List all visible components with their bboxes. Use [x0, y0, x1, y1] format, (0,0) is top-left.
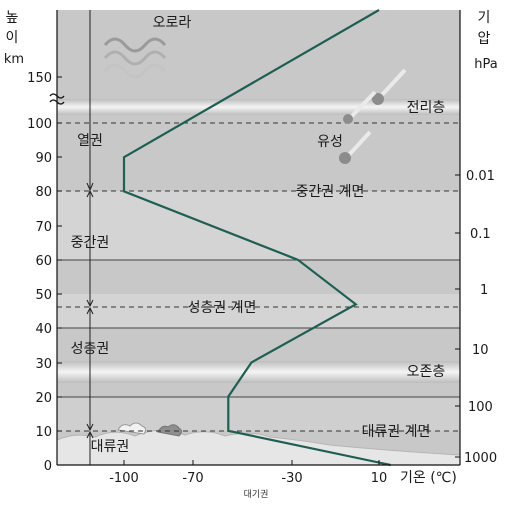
mesosphere-band [57, 191, 460, 260]
right-tick-label: 1000 [464, 451, 497, 466]
left-tick-label: 0 [44, 459, 52, 474]
layer-label-mesosphere: 중간권 [71, 235, 110, 251]
feature-label-meteor: 유성 [317, 134, 343, 150]
temperature-profile-line [122, 9, 391, 467]
aurora-illustration [103, 37, 167, 79]
left-tick-label: 40 [35, 322, 52, 337]
axis-break-symbol [49, 93, 65, 105]
left-tick-label: 150 [27, 71, 52, 86]
bottom-tick-label: -70 [182, 471, 203, 486]
figure-caption: 대기권 [244, 488, 269, 500]
layer-label-stratosphere: 성층권 [71, 341, 110, 357]
right-tick-label: 0.01 [466, 169, 495, 184]
layer-extent-arrows [86, 10, 94, 465]
left-axis-unit: km [4, 52, 24, 67]
boundary-label-stratopause: 성층권 계면 [188, 300, 257, 316]
right-axis-title-char: 압 [478, 31, 491, 47]
ground-clouds [56, 429, 461, 466]
left-tick-label: 90 [35, 151, 52, 166]
bottom-tick-marks [123, 460, 380, 465]
right-axis-title-char: 기 [478, 10, 491, 26]
ionosphere-band [57, 99, 460, 115]
left-tick-label: 80 [35, 185, 52, 200]
boundary-label-tropopause: 대류권 계면 [362, 424, 431, 440]
left-axis-title-char: 높 [6, 10, 19, 26]
left-axis-title-char: 이 [6, 30, 19, 46]
meteor-illustration [339, 68, 407, 164]
stratopause-band [57, 294, 460, 328]
feature-label-ionosphere: 전리층 [407, 100, 446, 116]
bottom-tick-label: -100 [109, 471, 139, 486]
feature-label-aurora: 오로라 [153, 15, 192, 31]
left-tick-label: 50 [35, 288, 52, 303]
boundary-label-mesopause: 중간권 계면 [296, 184, 365, 200]
right-tick-marks [455, 174, 460, 458]
left-tick-marks [57, 76, 62, 432]
x-axis-label: 기온 (℃) [400, 470, 457, 486]
right-axis-unit: hPa [474, 57, 497, 72]
left-tick-label: 100 [27, 117, 52, 132]
left-tick-label: 20 [35, 391, 52, 406]
layer-label-troposphere: 대류권 [91, 439, 130, 455]
feature-label-ozone-layer: 오존층 [407, 364, 446, 380]
right-tick-label: 1 [480, 283, 488, 298]
left-tick-label: 70 [35, 220, 52, 235]
cloud-icon [157, 424, 182, 437]
bottom-tick-label: -30 [281, 471, 302, 486]
left-tick-label: 30 [35, 357, 52, 372]
right-tick-label: 10 [472, 343, 489, 358]
right-tick-label: 100 [468, 400, 493, 415]
left-tick-label: 10 [35, 425, 52, 440]
bottom-tick-label: 10 [371, 471, 388, 486]
right-tick-label: 0.1 [470, 227, 491, 242]
layer-label-thermosphere: 열권 [77, 133, 103, 149]
ozone-band [57, 361, 460, 383]
left-tick-label: 60 [35, 254, 52, 269]
